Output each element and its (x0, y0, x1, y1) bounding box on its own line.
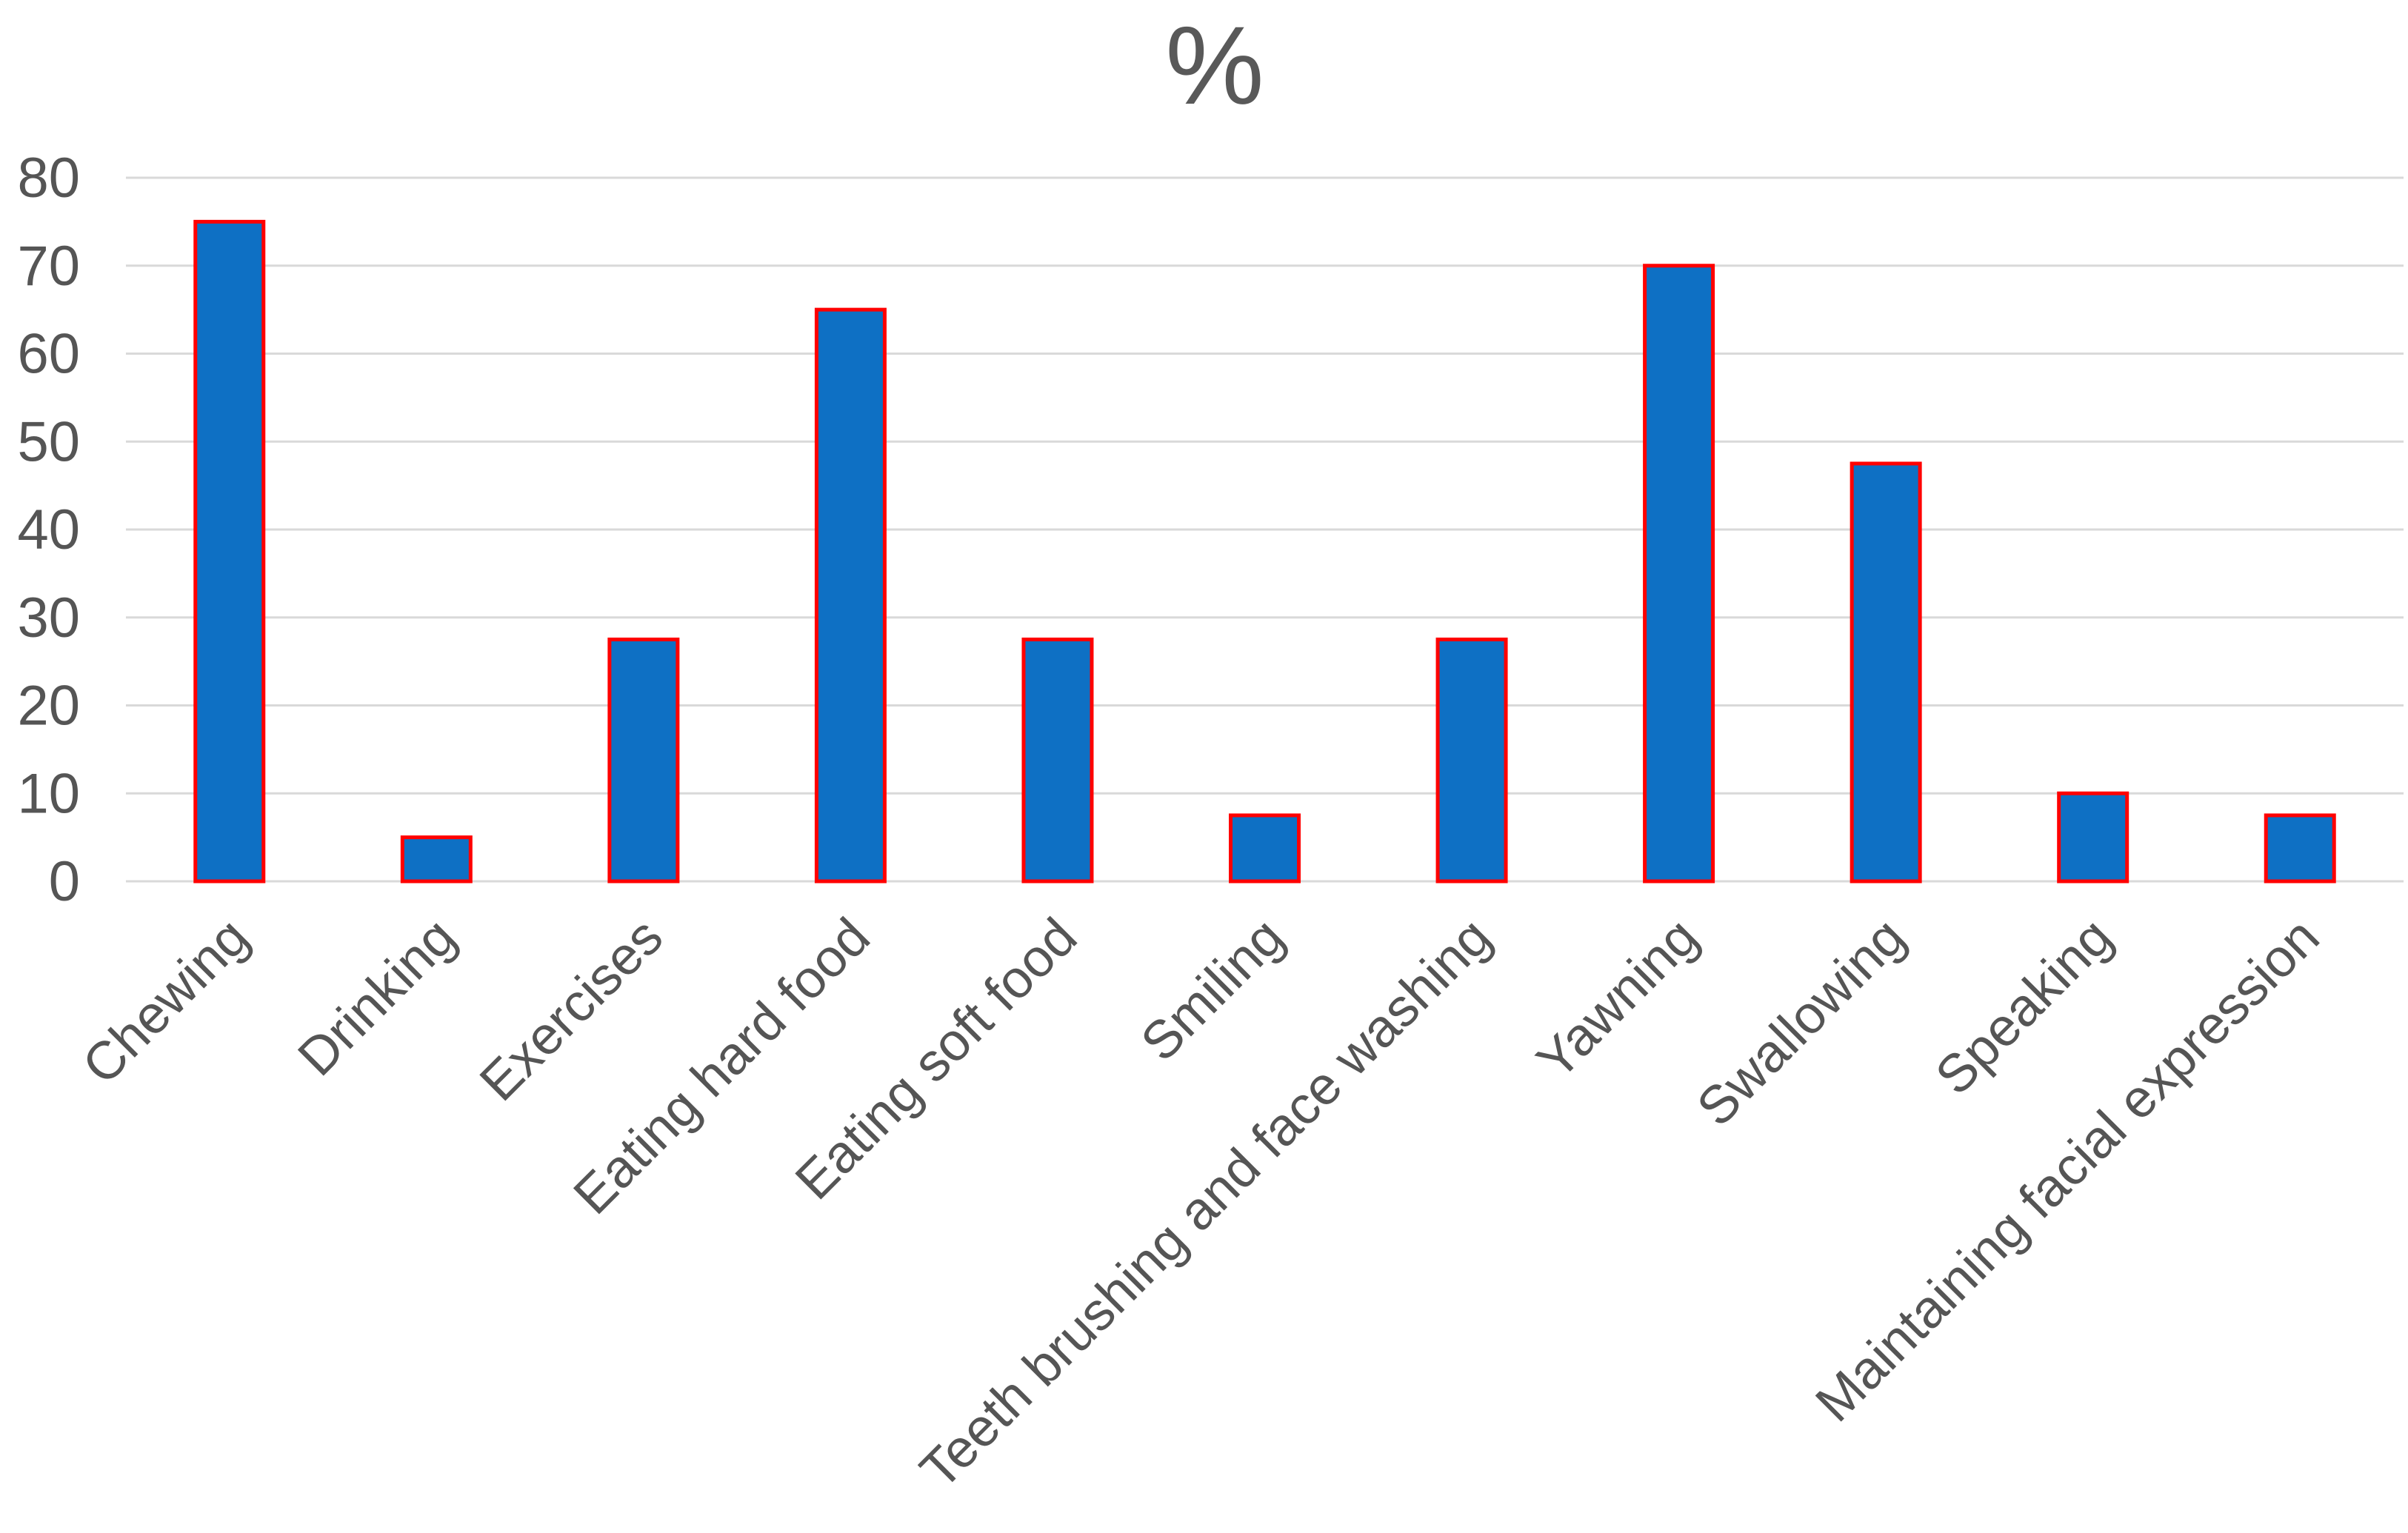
y-tick-label-0: 0 (49, 850, 80, 913)
y-tick-label-20: 20 (17, 675, 80, 738)
y-tick-label-40: 40 (17, 498, 80, 561)
x-label-drinking: Drinking (287, 907, 467, 1087)
bar-eating-hard-food (814, 307, 887, 884)
y-tick-label-70: 70 (17, 235, 80, 298)
y-tick-label-80: 80 (17, 147, 80, 210)
bar-chewing (193, 219, 266, 884)
bar-smiling (1229, 813, 1301, 884)
bar-exercises (607, 637, 680, 884)
bar-eating-soft-food (1021, 637, 1094, 884)
x-label-smiling: Smiling (1130, 907, 1295, 1073)
x-label-swallowing: Swallowing (1686, 907, 1916, 1138)
bar-speaking (2057, 791, 2129, 884)
x-label-chewing: Chewing (71, 907, 260, 1096)
bar-drinking (400, 835, 473, 884)
bar-yawning (1643, 264, 1715, 884)
y-tick-label-50: 50 (17, 410, 80, 473)
gridlines-layer (126, 176, 2404, 883)
y-tick-label-30: 30 (17, 587, 80, 649)
chart-title: % (1165, 3, 1264, 127)
bars-layer (193, 219, 2336, 884)
y-tick-label-10: 10 (17, 762, 80, 825)
y-axis-labels: 0 10 20 30 40 50 60 70 80 (17, 147, 80, 913)
x-label-yawning: Yawning (1526, 907, 1710, 1091)
x-label-speaking: Speaking (1924, 907, 2124, 1106)
bar-teeth-brushing-and-face-washing (1435, 637, 1508, 884)
bar-swallowing (1850, 461, 1922, 884)
bar-maintaining-facial-expression (2264, 813, 2336, 884)
x-label-exercises: Exercises (469, 907, 674, 1112)
y-tick-label-60: 60 (17, 323, 80, 386)
